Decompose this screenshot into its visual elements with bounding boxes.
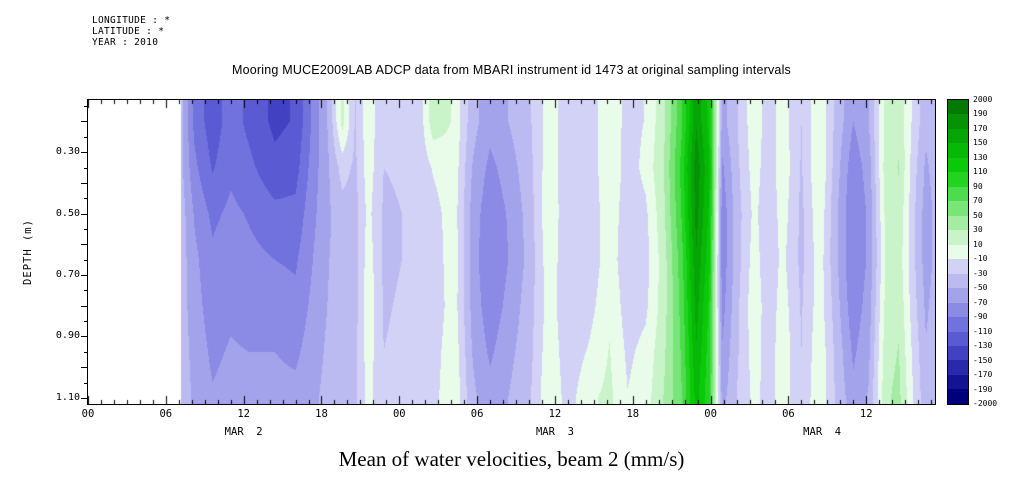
colorbar-band: [948, 201, 968, 216]
colorbar-label: -150: [973, 355, 993, 365]
y-tick: [81, 306, 87, 307]
colorbar-band: [948, 244, 968, 260]
colorbar-band: [948, 215, 968, 231]
y-tick: [84, 137, 87, 138]
x-tick-label: 12: [859, 408, 873, 420]
y-tick: [84, 260, 87, 261]
colorbar-band: [948, 259, 968, 274]
figure-caption: Mean of water velocities, beam 2 (mm/s): [338, 447, 685, 471]
longitude-label: LONGITUDE : *: [92, 15, 171, 26]
colorbar-band: [948, 114, 968, 129]
year-label: YEAR : 2010: [92, 37, 159, 48]
y-tick: [81, 336, 87, 337]
colorbar-band: [948, 317, 968, 332]
colorbar-band: [948, 128, 968, 144]
colorbar-label: -90: [973, 312, 988, 322]
x-tick-label: 06: [159, 408, 173, 420]
x-tick-label: 12: [548, 408, 562, 420]
colorbar-band: [948, 273, 968, 289]
colorbar-label: -170: [973, 370, 993, 380]
colorbar-band: [948, 230, 968, 245]
y-tick: [81, 398, 87, 399]
colorbar-label: 70: [973, 196, 983, 206]
colorbar-label: 110: [973, 167, 988, 177]
colorbar-label: 2000: [973, 95, 993, 104]
y-tick: [84, 229, 87, 230]
y-tick-label: 0.30: [55, 146, 80, 158]
y-tick-label: 0.90: [55, 330, 80, 342]
colorbar-label: 170: [973, 123, 988, 133]
y-tick: [81, 275, 87, 276]
colorbar-band: [948, 302, 968, 318]
colorbar-band: [948, 157, 968, 173]
colorbar-label: -30: [973, 268, 988, 278]
y-tick: [81, 244, 87, 245]
y-tick: [81, 214, 87, 215]
colorbar-band: [948, 389, 968, 404]
colorbar-band: [948, 143, 968, 158]
colorbar-label: 10: [973, 239, 983, 249]
colorbar-label: 50: [973, 210, 983, 220]
colorbar-label: 150: [973, 138, 988, 148]
y-tick-label: 0.50: [55, 207, 80, 219]
y-tick: [84, 383, 87, 384]
colorbar-label: -70: [973, 297, 988, 307]
colorbar-label: -190: [973, 384, 993, 394]
y-tick-label: 0.70: [55, 269, 80, 281]
x-tick-label: 00: [81, 408, 95, 420]
y-tick: [84, 168, 87, 169]
day-label: MAR 2: [224, 426, 263, 438]
x-tick-label: 06: [782, 408, 795, 420]
y-tick: [84, 106, 87, 107]
colorbar-band: [948, 186, 968, 202]
colorbar-label: 130: [973, 152, 988, 162]
colorbar-label: -50: [973, 283, 988, 293]
colorbar-label: 190: [973, 109, 988, 119]
y-tick-label: 1.10: [55, 391, 80, 403]
y-tick: [84, 352, 87, 353]
y-tick: [81, 152, 87, 153]
colorbar-label: -130: [973, 341, 993, 351]
colorbar-label: 90: [973, 181, 983, 191]
x-tick-label: 18: [626, 408, 640, 420]
y-tick: [84, 321, 87, 322]
colorbar-label: -2000: [973, 399, 998, 408]
y-axis-label: DEPTH (m): [22, 219, 34, 285]
colorbar-band: [948, 288, 968, 303]
colorbar-label: 30: [973, 225, 983, 235]
x-tick-label: 12: [237, 408, 250, 420]
plot-title: Mooring MUCE2009LAB ADCP data from MBARI…: [232, 63, 791, 77]
y-tick: [84, 290, 87, 291]
colorbar-band: [948, 100, 968, 115]
colorbar: [947, 99, 969, 405]
heatmap-canvas: [88, 100, 935, 404]
plot-area: [87, 99, 936, 405]
colorbar-band: [948, 345, 968, 361]
colorbar-band: [948, 374, 968, 390]
day-label: MAR 4: [803, 426, 842, 438]
y-tick: [81, 183, 87, 184]
colorbar-label: -110: [973, 326, 993, 336]
x-tick-label: 00: [392, 408, 406, 420]
colorbar-band: [948, 331, 968, 346]
y-tick: [84, 198, 87, 199]
colorbar-label: -10: [973, 254, 988, 264]
day-label: MAR 3: [535, 426, 574, 438]
header-metadata: LONGITUDE : * LATITUDE : * YEAR : 2010: [92, 15, 170, 48]
x-tick-label: 00: [704, 408, 717, 420]
x-tick-label: 06: [470, 408, 484, 420]
x-tick-label: 18: [315, 408, 328, 420]
colorbar-band: [948, 360, 968, 375]
y-tick: [81, 367, 87, 368]
colorbar-band: [948, 172, 968, 187]
y-tick: [81, 121, 87, 122]
latitude-label: LATITUDE : *: [92, 26, 165, 37]
